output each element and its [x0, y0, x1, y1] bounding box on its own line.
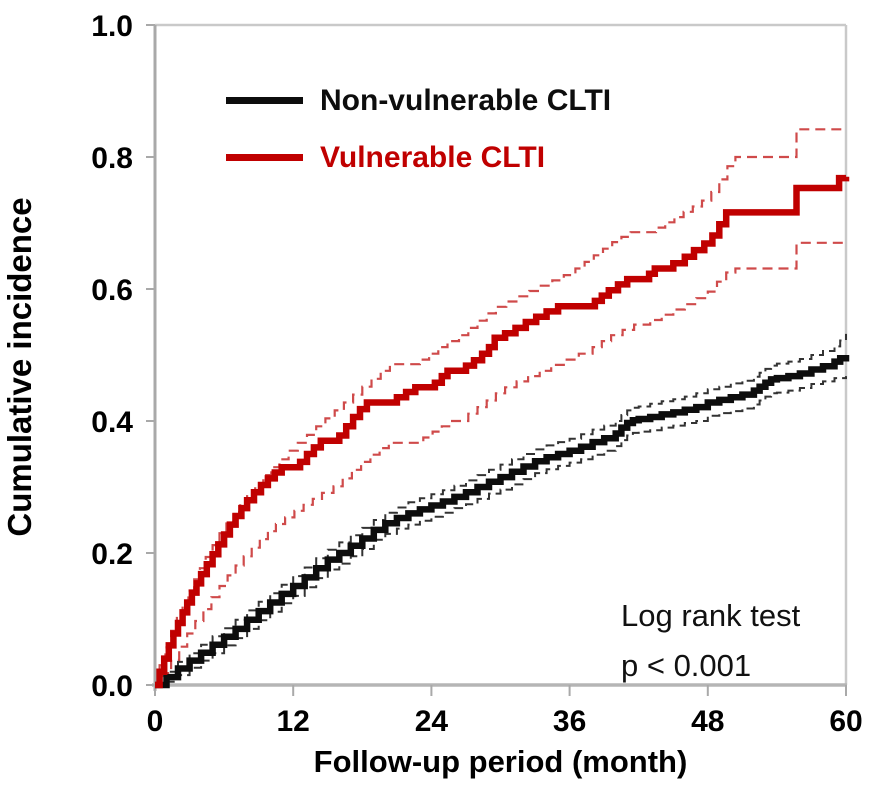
series-vulnerable: [155, 174, 850, 689]
legend-label-nonvulnerable: Non-vulnerable CLTI: [320, 83, 612, 117]
series-nonvulnerable-lower-ci: [155, 376, 847, 686]
y-axis-title: Cumulative incidence: [1, 197, 38, 537]
x-tick-label: 12: [277, 705, 310, 738]
nonvulnerable-line-swatch: [226, 97, 303, 104]
y-tick-label: 0.0: [91, 670, 133, 703]
legend: Non-vulnerable CLTI Vulnerable CLTI: [226, 72, 611, 186]
annotation-line-1: Log rank test: [621, 598, 801, 633]
x-tick-label: 60: [829, 705, 862, 738]
series-vulnerable-lower-ci: [155, 241, 846, 687]
y-tick-label: 1.0: [91, 10, 133, 43]
logrank-annotation: Log rank test p < 0.001: [621, 591, 800, 691]
y-tick-label: 0.2: [91, 538, 133, 571]
series-nonvulnerable: [155, 355, 850, 689]
vulnerable-line-swatch: [226, 154, 303, 161]
series-nonvulnerable-upper-ci: [155, 333, 847, 686]
x-axis-title: Follow-up period (month): [313, 744, 688, 779]
y-tick-label: 0.6: [91, 274, 133, 307]
x-tick-label: 0: [147, 705, 164, 738]
legend-item-vulnerable: Vulnerable CLTI: [226, 129, 611, 186]
legend-item-nonvulnerable: Non-vulnerable CLTI: [226, 72, 611, 129]
legend-label-vulnerable: Vulnerable CLTI: [320, 140, 546, 174]
x-tick-label: 36: [553, 705, 586, 738]
y-tick-label: 0.8: [91, 142, 133, 175]
y-tick-label: 0.4: [91, 406, 133, 439]
series-vulnerable-upper-ci: [155, 128, 846, 687]
annotation-line-2: p < 0.001: [621, 648, 752, 683]
x-tick-label: 24: [415, 705, 449, 738]
x-tick-label: 48: [691, 705, 724, 738]
